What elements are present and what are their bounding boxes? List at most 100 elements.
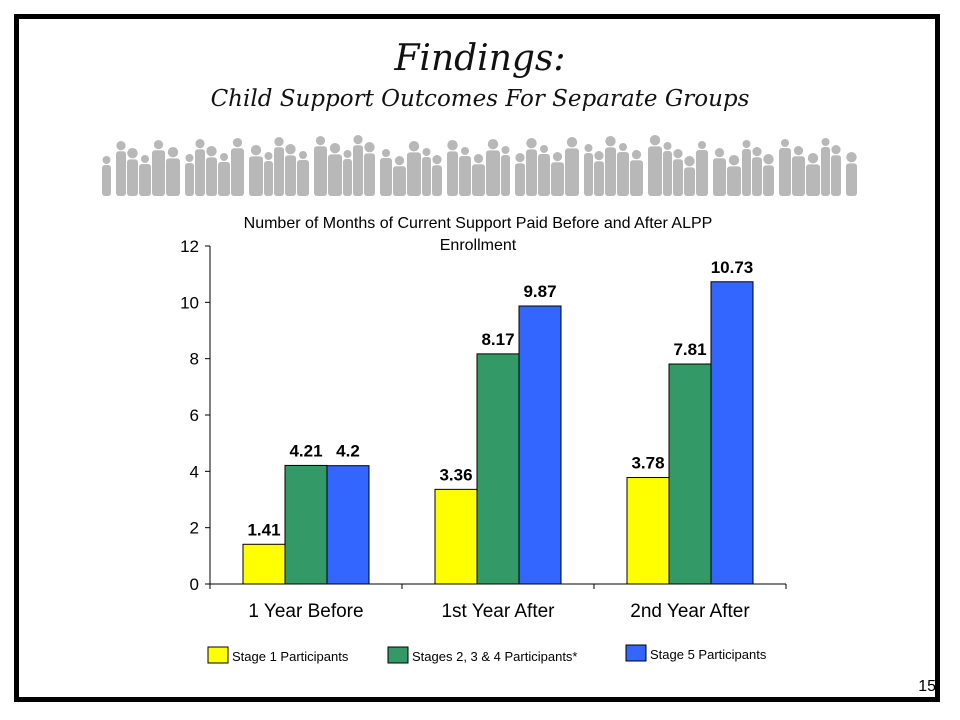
data-label: 9.87 [523, 282, 556, 301]
person-figure [821, 138, 830, 146]
data-label: 7.81 [673, 340, 706, 359]
person-figure [432, 155, 442, 165]
bar [326, 465, 370, 585]
person-figure [631, 150, 642, 160]
person-figure [127, 159, 138, 196]
person-figure [353, 145, 363, 196]
person-figure [167, 147, 179, 158]
person-figure [698, 141, 706, 149]
person-figure [714, 148, 725, 158]
person-figure [617, 152, 629, 196]
person-figure [515, 153, 525, 163]
person-figure [752, 157, 762, 196]
legend-swatch [387, 646, 409, 664]
person-figure [422, 157, 431, 196]
person-figure [648, 146, 662, 196]
person-figure [696, 150, 708, 196]
slide-outer-frame [14, 14, 940, 702]
person-figure [218, 162, 230, 196]
person-figure [807, 153, 819, 164]
person-figure [264, 161, 273, 196]
person-figure [231, 148, 244, 196]
person-figure [487, 139, 499, 150]
person-figure [152, 150, 165, 196]
data-label: 3.36 [439, 465, 472, 484]
person-figure [526, 138, 537, 149]
person-figure [713, 158, 726, 196]
bar [626, 477, 670, 585]
person-figure [285, 155, 296, 196]
person-figure [195, 139, 205, 149]
person-figure [779, 148, 791, 196]
bar [668, 363, 712, 585]
person-figure [831, 145, 841, 155]
y-tick-label: 8 [190, 350, 199, 369]
person-figure [185, 163, 194, 196]
person-figure [501, 155, 510, 196]
person-figure [673, 149, 683, 159]
person-figure [728, 155, 740, 166]
person-figure [594, 151, 604, 161]
chart-title-line-2: Enrollment [440, 237, 517, 254]
person-figure [742, 149, 751, 196]
person-figure [846, 152, 857, 163]
person-figure [472, 164, 485, 196]
person-figure [846, 163, 857, 196]
person-figure [274, 137, 284, 147]
slide-title: Findings: [394, 38, 566, 79]
person-figure [792, 156, 805, 196]
crowd-figures [102, 135, 857, 196]
person-figure [538, 154, 550, 196]
person-figure [605, 147, 616, 196]
person-figure [821, 147, 830, 196]
person-figure [153, 140, 164, 150]
person-figure [552, 152, 563, 162]
person-figure [264, 152, 273, 160]
person-figure [315, 136, 326, 146]
person-figure [551, 162, 564, 196]
slide-subtitle: Child Support Outcomes For Separate Grou… [210, 86, 750, 112]
person-figure [526, 149, 537, 196]
person-figure [195, 149, 205, 196]
bar [476, 353, 520, 585]
data-label: 8.17 [481, 330, 514, 349]
page-number: 15 [918, 678, 936, 695]
person-figure [501, 146, 510, 154]
person-figure [781, 139, 789, 147]
person-figure [584, 144, 593, 152]
person-figure [447, 140, 458, 151]
person-figure [763, 154, 774, 165]
person-figure [206, 157, 217, 196]
person-figure [297, 160, 309, 196]
person-figure [382, 149, 390, 157]
person-figure [353, 135, 363, 145]
person-figure [663, 142, 672, 150]
person-figure [806, 164, 820, 196]
person-figure [408, 141, 420, 152]
data-label: 10.73 [711, 258, 754, 277]
person-figure [249, 156, 263, 196]
person-figure [763, 165, 774, 196]
person-figure [220, 153, 228, 161]
person-figure [393, 166, 406, 196]
x-tick-label: 1 Year Before [248, 601, 363, 622]
person-figure [649, 135, 661, 146]
person-figure [127, 148, 138, 159]
crowd-silhouette-image [102, 135, 857, 196]
chart-title-line-1: Number of Months of Current Support Paid… [244, 215, 713, 232]
person-figure [380, 158, 392, 196]
person-figure [486, 150, 500, 196]
person-figure [141, 155, 149, 163]
person-figure [343, 150, 352, 158]
person-figure [139, 164, 151, 196]
person-figure [329, 143, 341, 154]
data-label: 1.41 [247, 520, 280, 539]
bar [284, 464, 328, 585]
person-figure [116, 151, 126, 196]
legend-swatch [625, 644, 647, 662]
person-figure [250, 145, 262, 156]
data-label: 3.78 [631, 454, 664, 473]
x-tick-label: 2nd Year After [630, 601, 750, 622]
legend-swatch [207, 646, 229, 664]
person-figure [673, 159, 683, 196]
